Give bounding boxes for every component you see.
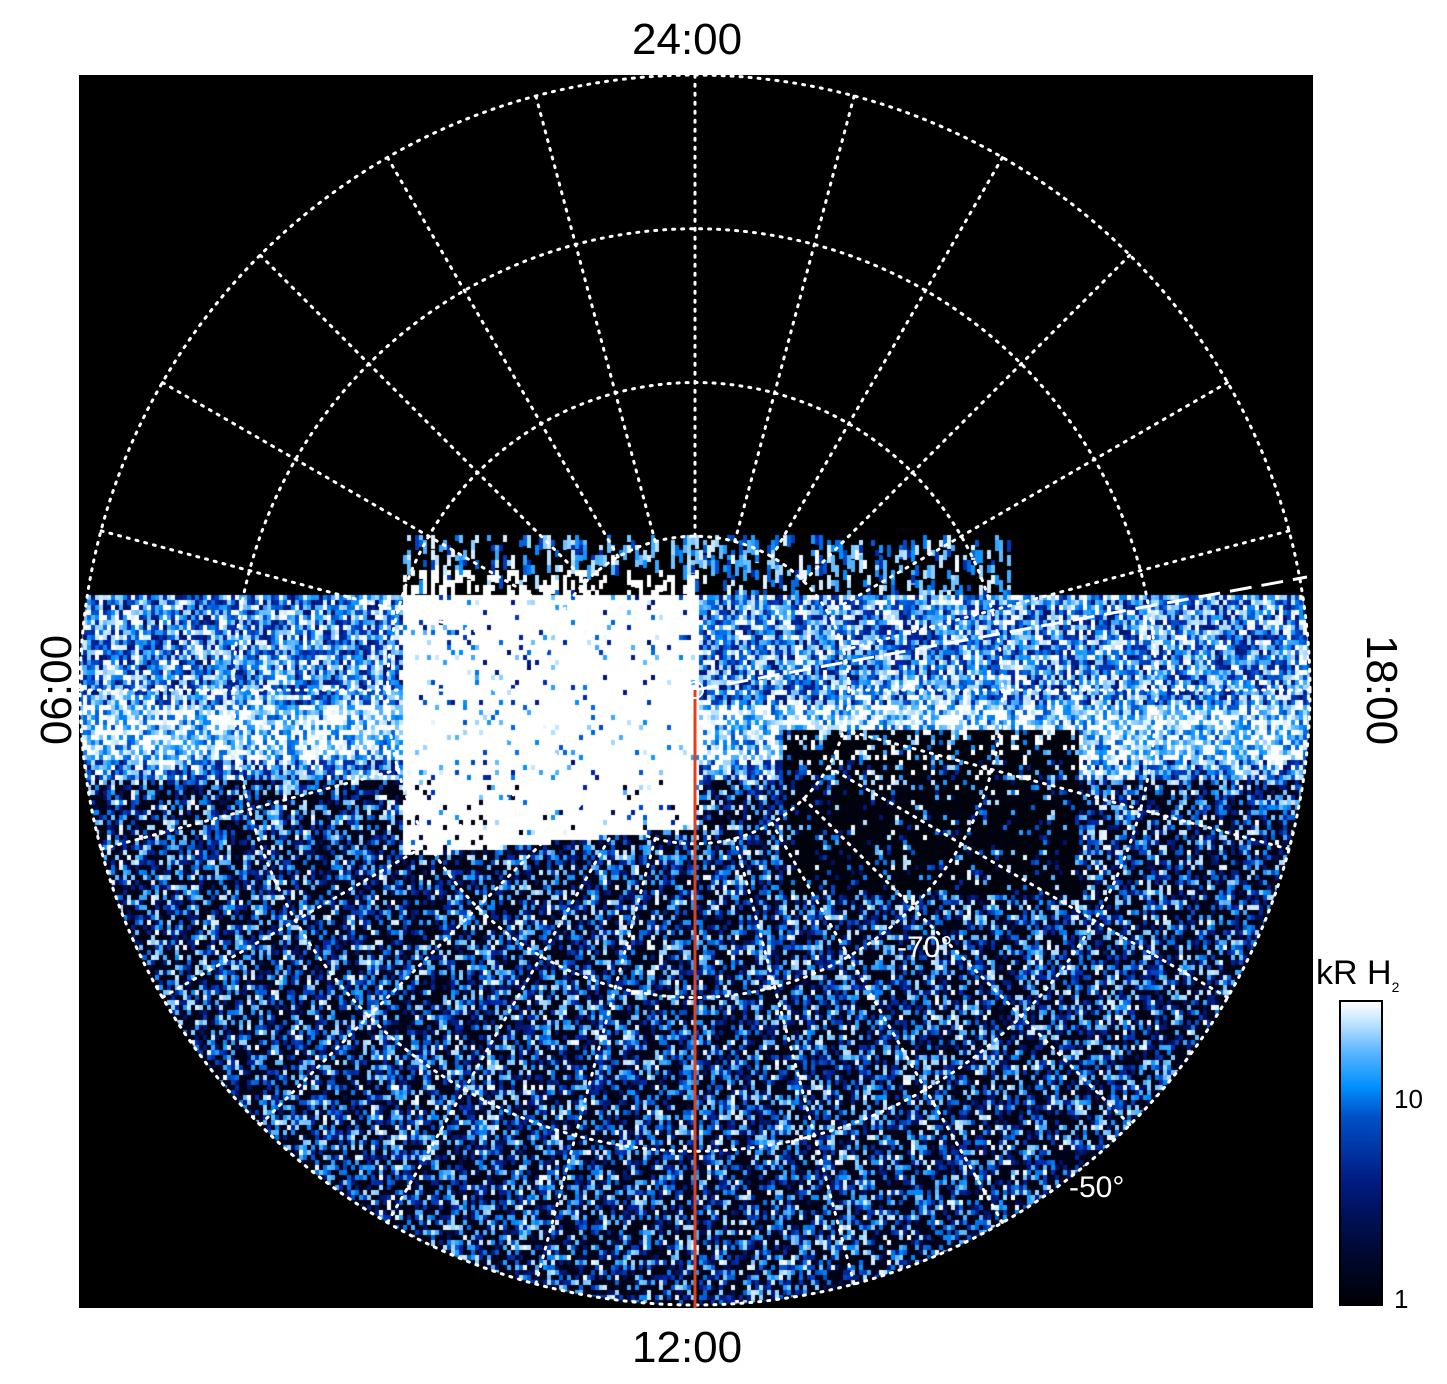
- local-time-label-right: 18:00: [1357, 634, 1406, 746]
- colorbar-tick-10: 10: [1394, 1084, 1423, 1114]
- meridian-line: [258, 797, 588, 1127]
- local-time-label-left: 06:00: [32, 634, 81, 746]
- meridian-line: [733, 94, 856, 543]
- local-time-label-top: 24:00: [632, 15, 743, 64]
- meridian-line: [802, 797, 1132, 1127]
- meridian-line: [534, 837, 657, 1286]
- grid-overlay: -70° -50°: [79, 75, 1312, 1308]
- meridian-line: [842, 728, 1291, 851]
- dashed-line: [694, 575, 1308, 692]
- colorbar-title: kR H2: [1316, 954, 1400, 995]
- meridian-line: [842, 529, 1291, 652]
- meridian-line: [99, 529, 548, 652]
- meridian-line: [258, 253, 588, 583]
- pole-marker: [686, 681, 704, 699]
- meridian-line: [534, 94, 657, 543]
- colorbar: [1339, 1000, 1383, 1306]
- meridian-line: [99, 728, 548, 851]
- meridian-line: [802, 253, 1132, 583]
- latitude-label: -50°: [1069, 1171, 1124, 1204]
- meridian-line: [733, 837, 856, 1286]
- polar-projection-plot: -70° -50°: [79, 75, 1313, 1308]
- local-time-label-bottom: 12:00: [632, 1323, 743, 1372]
- colorbar-tick-1: 1: [1394, 1284, 1409, 1314]
- latitude-label: -70°: [897, 931, 952, 964]
